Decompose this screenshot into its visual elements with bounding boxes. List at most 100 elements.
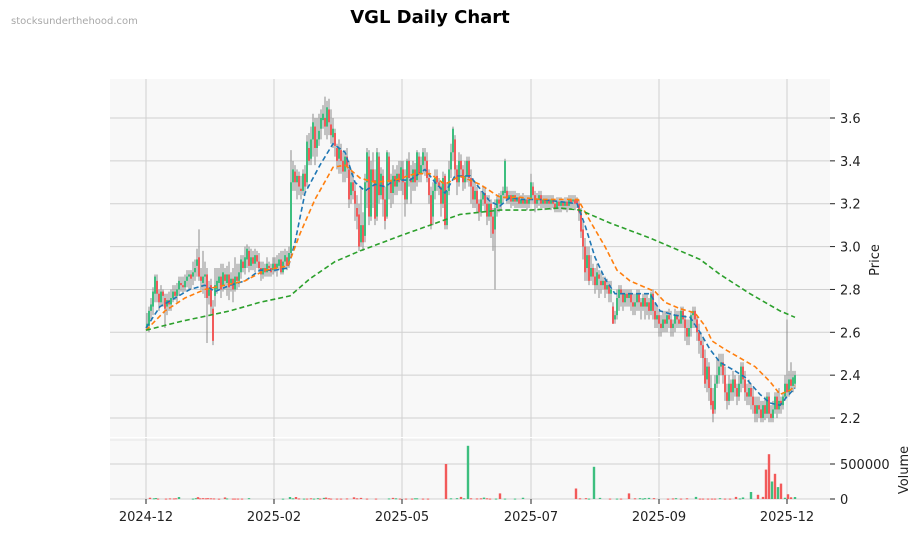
candle-down bbox=[554, 203, 556, 209]
candle-down bbox=[220, 276, 222, 290]
candle-up bbox=[728, 383, 730, 401]
candle-up bbox=[254, 255, 256, 264]
volume-bar bbox=[421, 498, 425, 500]
candle-down bbox=[352, 182, 354, 191]
candle-up bbox=[480, 199, 482, 213]
candle-down bbox=[746, 392, 748, 397]
volume-bar bbox=[297, 498, 301, 500]
candle-up bbox=[656, 315, 658, 320]
candle-up bbox=[310, 139, 312, 159]
candle-down bbox=[242, 261, 244, 269]
candle-up bbox=[442, 178, 444, 204]
candle-up bbox=[784, 383, 786, 397]
volume-bar bbox=[312, 498, 316, 500]
candle-down bbox=[694, 310, 696, 320]
candle-up bbox=[448, 169, 450, 191]
volume-bar bbox=[779, 483, 783, 499]
candle-down bbox=[770, 413, 772, 419]
candle-up bbox=[732, 379, 734, 393]
candle-up bbox=[250, 257, 252, 266]
volume-bar bbox=[322, 497, 326, 499]
candle-down bbox=[630, 293, 632, 303]
volume-bar bbox=[196, 497, 200, 499]
volume-bar bbox=[209, 498, 213, 500]
volume-bar bbox=[674, 498, 678, 500]
volume-bar bbox=[462, 498, 466, 500]
candle-down bbox=[668, 315, 670, 320]
candle-down bbox=[506, 190, 508, 200]
candle-up bbox=[756, 405, 758, 414]
candle-up bbox=[614, 315, 616, 320]
candle-up bbox=[316, 139, 318, 149]
candle-down bbox=[330, 124, 332, 136]
candle-down bbox=[252, 257, 254, 264]
candle-down bbox=[532, 186, 534, 196]
volume-bar bbox=[749, 492, 753, 499]
candle-down bbox=[676, 315, 678, 320]
candle-up bbox=[458, 160, 460, 183]
volume-bar bbox=[387, 498, 391, 500]
candle-up bbox=[160, 291, 162, 303]
candle-down bbox=[162, 291, 164, 296]
volume-bar bbox=[466, 445, 470, 499]
volume-bar bbox=[513, 498, 517, 500]
candle-up bbox=[154, 276, 156, 294]
volume-axis-label: Volume bbox=[897, 446, 912, 494]
candle-down bbox=[580, 212, 582, 232]
candle-up bbox=[392, 175, 394, 194]
candle-down bbox=[742, 366, 744, 380]
candle-up bbox=[662, 319, 664, 329]
candle-down bbox=[620, 289, 622, 294]
candle-down bbox=[440, 186, 442, 204]
candle-up bbox=[416, 152, 418, 181]
candle-down bbox=[478, 203, 480, 213]
candle-up bbox=[204, 274, 206, 277]
candle-up bbox=[738, 383, 740, 397]
candle-down bbox=[786, 383, 788, 393]
candle-down bbox=[342, 160, 344, 172]
volume-bar bbox=[191, 498, 195, 500]
candle-up bbox=[434, 178, 436, 191]
volume-bar bbox=[482, 497, 486, 499]
candle-down bbox=[224, 274, 226, 281]
candle-down bbox=[510, 195, 512, 202]
moving-average-line bbox=[145, 142, 796, 407]
candle-up bbox=[246, 248, 248, 260]
candle-down bbox=[382, 175, 384, 200]
candle-up bbox=[238, 272, 240, 281]
candle-down bbox=[670, 319, 672, 329]
candle-down bbox=[388, 156, 390, 183]
candle-up bbox=[772, 409, 774, 419]
volume-bar bbox=[770, 481, 774, 499]
candle-up bbox=[720, 362, 722, 367]
candle-down bbox=[696, 319, 698, 333]
volume-bar bbox=[592, 466, 596, 499]
candle-down bbox=[760, 409, 762, 419]
candle-down bbox=[304, 173, 306, 187]
candle-up bbox=[536, 199, 538, 204]
candle-up bbox=[586, 255, 588, 269]
volume-bar bbox=[521, 497, 525, 499]
candle-down bbox=[708, 366, 710, 389]
volume-bar bbox=[324, 497, 328, 499]
candle-down bbox=[790, 379, 792, 386]
candle-up bbox=[500, 195, 502, 204]
candle-down bbox=[678, 319, 680, 324]
volume-tick-label: 0 bbox=[840, 493, 848, 508]
candle-down bbox=[638, 293, 640, 303]
volume-bar bbox=[355, 498, 359, 500]
candle-down bbox=[484, 193, 486, 204]
volume-bar bbox=[728, 498, 732, 500]
volume-bar bbox=[410, 498, 414, 500]
price-panel-background bbox=[110, 79, 830, 437]
volume-bar bbox=[498, 493, 502, 499]
volume-panel: 500000 0 Volume bbox=[110, 438, 912, 508]
candle-down bbox=[492, 216, 494, 234]
candle-up bbox=[740, 366, 742, 384]
volume-bar bbox=[339, 498, 343, 500]
candle-up bbox=[542, 199, 544, 204]
candle-down bbox=[378, 156, 380, 196]
candle-up bbox=[610, 289, 612, 294]
volume-bar bbox=[212, 498, 216, 500]
candle-up bbox=[332, 128, 334, 138]
